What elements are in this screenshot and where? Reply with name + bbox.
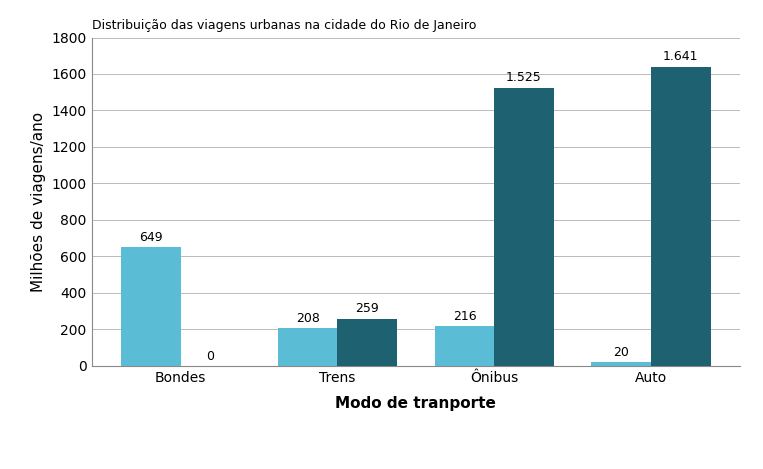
Bar bbox=[494, 88, 554, 366]
Bar bbox=[591, 362, 651, 366]
X-axis label: Modo de tranporte: Modo de tranporte bbox=[336, 396, 496, 411]
Bar bbox=[121, 248, 181, 366]
Text: 259: 259 bbox=[356, 303, 379, 315]
Text: 1.525: 1.525 bbox=[506, 71, 542, 84]
Bar bbox=[435, 326, 494, 366]
Y-axis label: Milhões de viagens/ano: Milhões de viagens/ano bbox=[31, 112, 46, 292]
Text: 216: 216 bbox=[452, 310, 476, 323]
Text: 20: 20 bbox=[613, 346, 629, 359]
Text: 0: 0 bbox=[207, 349, 214, 363]
Bar bbox=[278, 328, 337, 366]
Text: 208: 208 bbox=[296, 311, 320, 325]
Text: 649: 649 bbox=[139, 231, 163, 244]
Bar bbox=[651, 67, 710, 366]
Bar bbox=[337, 318, 397, 366]
Text: Distribuição das viagens urbanas na cidade do Rio de Janeiro: Distribuição das viagens urbanas na cida… bbox=[92, 19, 476, 32]
Text: 1.641: 1.641 bbox=[663, 50, 699, 63]
